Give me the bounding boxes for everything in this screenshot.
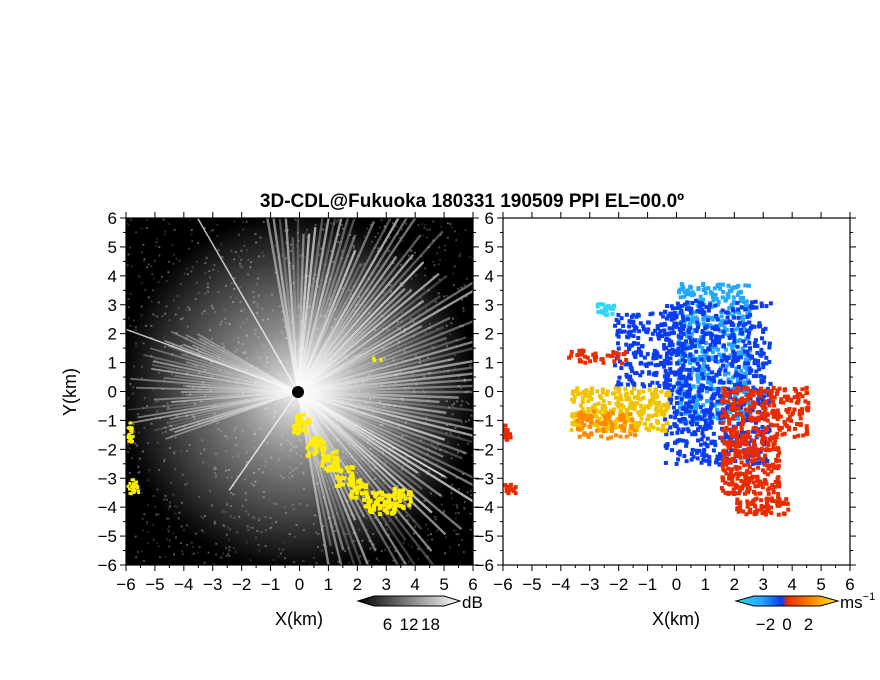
y-tick-label: −4 bbox=[475, 498, 494, 517]
x-axis-label-left: X(km) bbox=[275, 609, 323, 629]
x-tick-label: 1 bbox=[324, 575, 333, 594]
y-tick-label: −1 bbox=[98, 411, 117, 430]
x-tick-label: 2 bbox=[353, 575, 362, 594]
colorbar-unit-db: dB bbox=[462, 593, 483, 612]
y-tick-label: 1 bbox=[108, 354, 117, 373]
y-tick-label: 1 bbox=[485, 354, 494, 373]
colorbar-tick-label: 2 bbox=[804, 615, 813, 634]
reflectivity-colorbar: 6 12 18 dB bbox=[356, 593, 483, 634]
y-tick-label: 6 bbox=[485, 209, 494, 228]
x-tick-label: −1 bbox=[261, 575, 280, 594]
chart-title: 3D-CDL@Fukuoka 180331 190509 PPI EL=00.0… bbox=[260, 191, 684, 212]
x-tick-label: 6 bbox=[845, 575, 854, 594]
y-tick-label: −3 bbox=[98, 469, 117, 488]
y-tick-label: 4 bbox=[485, 267, 494, 286]
x-axis-label-right: X(km) bbox=[652, 609, 700, 629]
y-tick-label: 4 bbox=[108, 267, 117, 286]
x-tick-label: 3 bbox=[382, 575, 391, 594]
x-tick-label: −5 bbox=[145, 575, 164, 594]
x-tick-label: −3 bbox=[580, 575, 599, 594]
x-tick-label: −5 bbox=[522, 575, 541, 594]
x-tick-label: 5 bbox=[439, 575, 448, 594]
y-tick-label: 3 bbox=[485, 296, 494, 315]
y-tick-label: −3 bbox=[475, 469, 494, 488]
y-tick-label: 0 bbox=[108, 383, 117, 402]
radar-site-marker bbox=[292, 386, 304, 398]
y-tick-label: −4 bbox=[98, 498, 117, 517]
x-tick-label: 2 bbox=[730, 575, 739, 594]
colorbar-tick-label: 18 bbox=[421, 615, 440, 634]
x-tick-label: −4 bbox=[174, 575, 193, 594]
colorbar-tick-label: −2 bbox=[756, 615, 775, 634]
x-tick-label: 0 bbox=[672, 575, 681, 594]
y-tick-label: −1 bbox=[475, 411, 494, 430]
x-tick-label: −2 bbox=[232, 575, 251, 594]
y-tick-label: −5 bbox=[98, 527, 117, 546]
y-tick-label: −5 bbox=[475, 527, 494, 546]
y-tick-label: −6 bbox=[475, 556, 494, 575]
x-tick-label: 0 bbox=[295, 575, 304, 594]
x-tick-label: −2 bbox=[609, 575, 628, 594]
x-tick-label: 4 bbox=[410, 575, 419, 594]
colorbar-tick-label: 6 bbox=[383, 615, 392, 634]
y-axis-label: Y(km) bbox=[60, 368, 80, 416]
y-tick-label: −2 bbox=[98, 440, 117, 459]
colorbar-tick-label: 12 bbox=[400, 615, 419, 634]
y-tick-label: 5 bbox=[108, 238, 117, 257]
y-tick-label: −2 bbox=[475, 440, 494, 459]
x-tick-label: 5 bbox=[816, 575, 825, 594]
y-tick-label: −6 bbox=[98, 556, 117, 575]
y-tick-label: 5 bbox=[485, 238, 494, 257]
x-tick-label: 3 bbox=[759, 575, 768, 594]
x-tick-label: −4 bbox=[551, 575, 570, 594]
x-tick-label: 1 bbox=[701, 575, 710, 594]
velocity-field bbox=[503, 281, 811, 517]
reflectivity-echo-yellow bbox=[126, 356, 413, 517]
x-tick-label: 4 bbox=[787, 575, 796, 594]
colorbar-unit-ms: ms−1 bbox=[840, 591, 875, 612]
x-tick-label: 6 bbox=[468, 575, 477, 594]
y-tick-label: 2 bbox=[485, 325, 494, 344]
velocity-colorbar: −2 0 2 ms−1 bbox=[734, 591, 875, 634]
y-tick-label: 0 bbox=[485, 383, 494, 402]
colorbar-tick-label: 0 bbox=[782, 615, 791, 634]
x-tick-label: −6 bbox=[116, 575, 135, 594]
x-tick-label: −3 bbox=[203, 575, 222, 594]
y-tick-label: 6 bbox=[108, 209, 117, 228]
y-tick-label: 2 bbox=[108, 325, 117, 344]
x-tick-label: −1 bbox=[638, 575, 657, 594]
y-tick-label: 3 bbox=[108, 296, 117, 315]
x-tick-label: −6 bbox=[493, 575, 512, 594]
